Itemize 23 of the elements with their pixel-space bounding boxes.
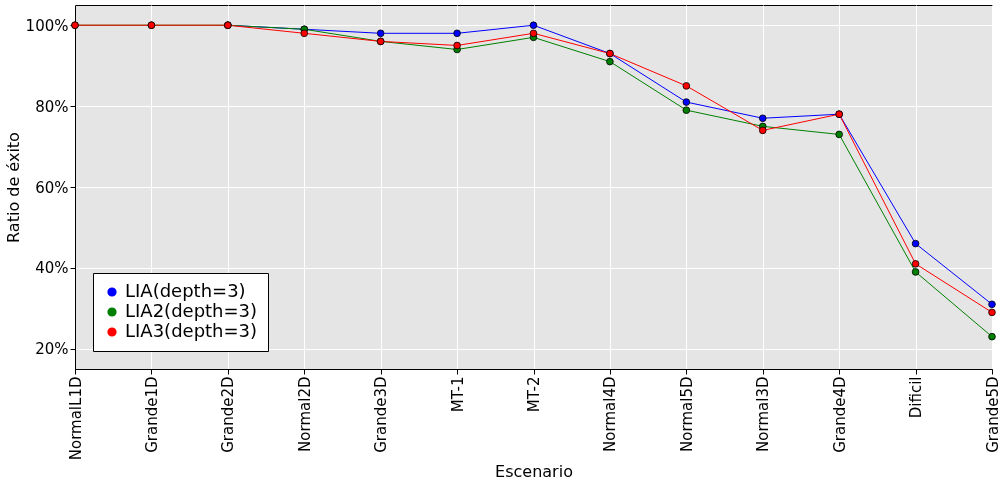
y-tick-label: 20% [35, 340, 69, 359]
y-tick-label: 40% [35, 259, 69, 278]
x-tick-label: Grande1D [142, 376, 161, 453]
y-tick-label: 100% [25, 16, 69, 35]
x-tick-label: Normal5D [677, 376, 696, 452]
y-axis-title: Ratio de éxito [3, 132, 23, 243]
x-axis-title: Escenario [495, 462, 573, 482]
x-tick-label: NormalL1D [66, 376, 85, 461]
y-tick-label: 60% [35, 178, 69, 197]
x-tick-label: Normal2D [295, 376, 314, 452]
legend-label: LIA(depth=3) [125, 280, 246, 301]
y-tick-label: 80% [35, 97, 69, 116]
x-tick-label: Normal3D [754, 376, 773, 452]
x-tick-label: Grande5D [983, 376, 1002, 453]
x-tick-label: Grande3D [372, 376, 391, 453]
x-tick-label: MT-2 [525, 376, 543, 413]
legend-label: LIA3(depth=3) [125, 320, 258, 341]
x-tick-label: Normal4D [601, 376, 620, 452]
legend-label: LIA2(depth=3) [125, 300, 258, 321]
x-tick-label: Grande4D [830, 376, 849, 453]
x-tick-label: Grande2D [219, 376, 238, 453]
x-tick-label: MT-1 [448, 376, 467, 413]
x-tick-label: Dificil [907, 376, 926, 419]
